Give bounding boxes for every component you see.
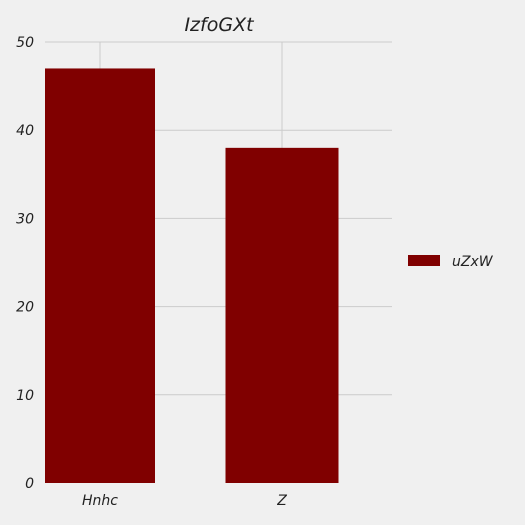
bar-z (225, 147, 339, 483)
y-tick-label-0: 0 (25, 476, 34, 492)
y-axis: 0 10 20 30 40 50 (16, 35, 34, 492)
legend-label-0: uZxW (452, 254, 494, 270)
bar-hnhc (45, 68, 155, 484)
y-tick-label-1: 10 (16, 388, 34, 404)
bars (45, 68, 339, 484)
legend: uZxW (408, 254, 494, 270)
y-tick-label-5: 50 (16, 35, 34, 51)
y-tick-label-4: 40 (16, 123, 34, 139)
chart-title: IzfoGXt (184, 14, 255, 36)
y-tick-label-2: 20 (16, 300, 34, 316)
x-axis: Hnhc Z (82, 493, 287, 509)
legend-swatch-0 (408, 255, 440, 266)
x-tick-label-hnhc: Hnhc (82, 493, 118, 509)
y-tick-label-3: 30 (16, 211, 34, 227)
x-tick-label-z: Z (276, 493, 287, 509)
